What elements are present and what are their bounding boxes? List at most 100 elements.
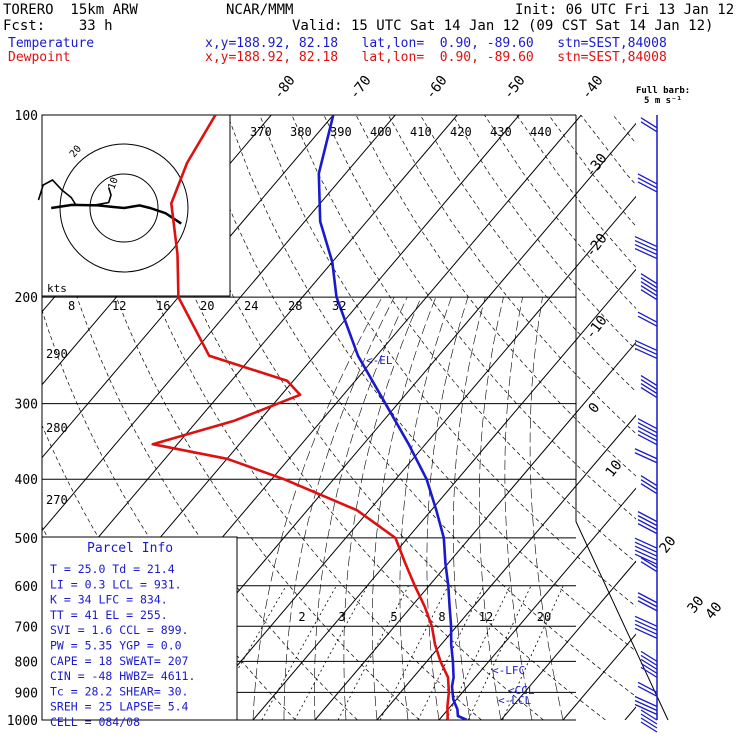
theta-e-label-410: 410 bbox=[410, 125, 432, 139]
dry-adiabat bbox=[227, 115, 636, 652]
el-marker: <-EL bbox=[366, 354, 393, 367]
wind-barb-flag bbox=[634, 695, 658, 708]
wind-barb-flag bbox=[637, 515, 658, 527]
wind-barb-flag bbox=[640, 285, 658, 297]
wind-barb-flag bbox=[640, 121, 658, 133]
mixing-ratio-label-12: 12 bbox=[479, 610, 493, 624]
pressure-label-800: 800 bbox=[15, 655, 38, 670]
parcel-box bbox=[41, 536, 238, 721]
wind-barb-flag bbox=[634, 452, 658, 464]
parcel-row: CELL = 084/08 bbox=[50, 715, 140, 729]
isotherm-label--70: -70 bbox=[347, 73, 375, 103]
mixing-ratio-label-5: 5 bbox=[390, 610, 397, 624]
wind-barb-flag bbox=[640, 557, 658, 569]
mixing-ratio-line bbox=[261, 585, 337, 720]
wind-barb bbox=[640, 273, 658, 301]
wind-barb-flag bbox=[634, 623, 658, 635]
dry-adiabat bbox=[677, 115, 740, 720]
wind-barb-flag bbox=[634, 703, 658, 716]
moist-adiabat bbox=[399, 297, 452, 720]
dewpoint-legend: Dewpoint bbox=[8, 50, 71, 65]
wind-barb-flag bbox=[637, 430, 658, 442]
wind-barb-flag bbox=[640, 273, 658, 285]
full-barb-label: Full barb: bbox=[636, 86, 691, 96]
wind-barb-flag bbox=[634, 553, 658, 565]
dry-adiabat bbox=[163, 115, 606, 720]
isotherm-label--40: -40 bbox=[579, 73, 607, 103]
dry-adiabat bbox=[323, 115, 636, 520]
dry-adiabat bbox=[355, 115, 636, 477]
parcel-row: SREH = 25 LAPSE= 5.4 bbox=[50, 700, 189, 714]
wind-barb-flag bbox=[640, 666, 658, 678]
wind-barb-flag bbox=[637, 181, 658, 193]
wind-barb-flag bbox=[637, 434, 658, 446]
pressure-label-900: 900 bbox=[15, 686, 38, 701]
wind-barb-flag bbox=[634, 243, 658, 256]
mixing-ratio-label-3: 3 bbox=[338, 610, 345, 624]
pressure-label-500: 500 bbox=[15, 532, 38, 547]
full-barb-unit: 5 m s⁻¹ bbox=[644, 96, 682, 106]
hodograph-ring-label-10: 10 bbox=[106, 176, 120, 191]
moist-adiabat bbox=[504, 297, 533, 720]
wind-barb-flag bbox=[640, 475, 658, 487]
isotherm-label--10: -10 bbox=[583, 313, 611, 343]
mixing-ratio-line bbox=[379, 585, 449, 720]
isotherm-line bbox=[252, 268, 636, 720]
isotherm-label--80: -80 bbox=[271, 73, 299, 103]
sounding-curves bbox=[151, 115, 468, 720]
theta-e-label-430: 430 bbox=[490, 125, 512, 139]
pressure-label-600: 600 bbox=[15, 580, 38, 595]
theta-e-label-440: 440 bbox=[530, 125, 552, 139]
wind-barb-flag bbox=[637, 426, 658, 438]
isotherm-label--50: -50 bbox=[501, 73, 529, 103]
parcel-row: LI = 0.3 LCL = 931. bbox=[50, 577, 182, 591]
isotherm-line bbox=[42, 115, 396, 532]
wind-barb-flag bbox=[640, 374, 658, 387]
wind-barb-flag bbox=[637, 177, 658, 189]
dry-adiabat bbox=[645, 115, 740, 720]
wind-barb bbox=[634, 448, 658, 464]
wind-barb-flag bbox=[634, 537, 658, 549]
wind-barb-flag bbox=[637, 173, 658, 185]
ccl-marker: <CCL bbox=[508, 684, 535, 697]
wind-barb-flag bbox=[634, 347, 658, 360]
ring-speed-label-16: 16 bbox=[156, 299, 170, 313]
wind-barb-flag bbox=[637, 511, 658, 523]
wind-barb bbox=[637, 592, 658, 612]
isotherm-line bbox=[687, 115, 740, 720]
isotherm-line bbox=[42, 115, 458, 605]
isotherm-line bbox=[438, 487, 636, 720]
organization: NCAR/MMM bbox=[226, 2, 294, 18]
wind-barb-flag bbox=[640, 721, 658, 733]
pressure-label-700: 700 bbox=[15, 620, 38, 635]
wind-barb bbox=[640, 650, 658, 678]
wind-barb-flag bbox=[637, 519, 658, 531]
dry-adiabat bbox=[130, 115, 544, 720]
wind-barb-flag bbox=[637, 422, 658, 434]
dry-adiabat bbox=[484, 115, 636, 309]
wind-barb bbox=[634, 339, 658, 360]
isotherm-label-0: 0 bbox=[586, 400, 604, 416]
dry-adiabat bbox=[709, 115, 740, 720]
ring-speed-label-8: 8 bbox=[68, 299, 75, 313]
wind-barb bbox=[637, 418, 658, 446]
moist-adiabat bbox=[343, 296, 422, 720]
pressure-label-200: 200 bbox=[15, 291, 38, 306]
pressure-label-400: 400 bbox=[15, 473, 38, 488]
wind-barb-flag bbox=[640, 378, 658, 391]
wind-barb bbox=[634, 537, 658, 565]
wind-barb-flag bbox=[637, 600, 658, 612]
wind-barb bbox=[640, 374, 658, 399]
wind-barb-flag bbox=[637, 685, 658, 697]
isotherm-label-20: 20 bbox=[657, 533, 680, 556]
dry-adiabat bbox=[452, 115, 636, 351]
wind-barb-flag bbox=[637, 592, 658, 604]
dry-adiabat bbox=[259, 115, 636, 607]
ring-speed-label-32: 32 bbox=[332, 299, 346, 313]
theta-e-label-390: 390 bbox=[330, 125, 352, 139]
forecast-hour: Fcst: 33 h bbox=[3, 18, 113, 34]
wind-barb bbox=[637, 681, 658, 697]
wind-barb-flag bbox=[640, 662, 658, 674]
wind-barb bbox=[640, 557, 658, 573]
